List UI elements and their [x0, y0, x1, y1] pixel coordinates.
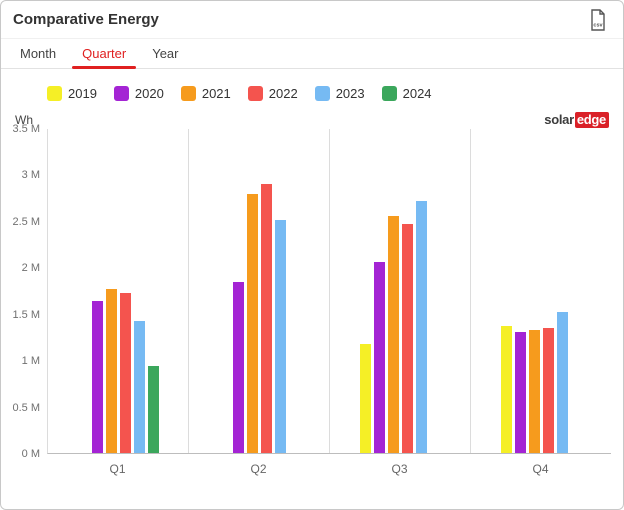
y-tick-label: 1 M — [21, 355, 40, 368]
legend-swatch — [180, 85, 196, 101]
legend-swatch — [314, 85, 330, 101]
legend-label: 2024 — [402, 85, 432, 101]
solaredge-logo: solar edge — [544, 112, 609, 128]
y-tick-label: 3 M — [21, 169, 40, 182]
bar-2022-q2[interactable] — [260, 183, 272, 453]
x-axis-label-q3: Q3 — [391, 462, 408, 476]
bar-2021-q2[interactable] — [246, 193, 258, 453]
page-title: Comparative Energy — [13, 11, 159, 28]
csv-export-icon: csv — [591, 8, 605, 31]
plot-area — [47, 129, 611, 454]
x-axis: Q1 Q2 Q3 Q4 — [47, 462, 611, 476]
legend-label: 2019 — [68, 85, 97, 101]
y-tick-label: 0.5 M — [12, 401, 40, 414]
y-tick-label: 2 M — [21, 262, 40, 275]
legend-label: 2023 — [335, 85, 365, 101]
category-band-q4 — [471, 129, 611, 453]
bar-2021-q3[interactable] — [387, 216, 399, 453]
bar-2020-q4[interactable] — [514, 331, 526, 453]
legend: 2019 2020 2021 2022 2023 2024 — [47, 83, 611, 103]
legend-swatch — [47, 85, 62, 101]
bar-2019-q4[interactable] — [500, 326, 512, 453]
bar-2022-q3[interactable] — [401, 224, 413, 453]
csv-icon-label: csv — [593, 22, 603, 28]
category-band-q1 — [48, 129, 189, 453]
legend-item-2023[interactable]: 2023 — [314, 85, 365, 101]
chart-body: 3.5 M 3 M 2.5 M 2 M 1.5 M 1 M 0.5 M 0 M — [9, 123, 611, 460]
view-tabs: Month Quarter Year — [1, 39, 623, 69]
bar-2021-q1[interactable] — [105, 289, 117, 453]
bar-2020-q3[interactable] — [373, 262, 385, 453]
bar-2019-q3[interactable] — [359, 343, 371, 453]
y-tick-label: 1.5 M — [12, 308, 40, 321]
bar-2023-q2[interactable] — [274, 219, 286, 453]
widget-header: Comparative Energy csv — [1, 1, 623, 39]
legend-item-2024[interactable]: 2024 — [381, 85, 432, 101]
x-axis-row: Q1 Q2 Q3 Q4 — [9, 462, 611, 476]
x-axis-label-q2: Q2 — [250, 462, 267, 476]
bar-2023-q4[interactable] — [556, 312, 568, 453]
y-tick-label: 2.5 M — [12, 215, 40, 228]
tab-year[interactable]: Year — [152, 46, 179, 61]
bar-2022-q1[interactable] — [119, 292, 131, 453]
legend-item-2021[interactable]: 2021 — [180, 85, 231, 101]
x-axis-label-q1: Q1 — [109, 462, 126, 476]
bar-2022-q4[interactable] — [542, 328, 554, 453]
tab-quarter[interactable]: Quarter — [69, 39, 139, 69]
x-axis-label-q4: Q4 — [532, 462, 549, 476]
legend-label: 2021 — [201, 85, 231, 101]
y-axis: 3.5 M 3 M 2.5 M 2 M 1.5 M 1 M 0.5 M 0 M — [9, 123, 47, 460]
bar-2023-q3[interactable] — [415, 201, 427, 453]
bar-2020-q1[interactable] — [91, 301, 103, 453]
legend-swatch — [247, 85, 263, 101]
csv-export-button[interactable]: csv — [585, 7, 611, 33]
category-band-q2 — [189, 129, 330, 453]
legend-item-2020[interactable]: 2020 — [113, 85, 164, 101]
bar-2021-q4[interactable] — [528, 329, 540, 453]
x-axis-spacer — [9, 462, 47, 476]
y-tick-label: 0 M — [21, 448, 40, 460]
legend-item-2019[interactable]: 2019 — [47, 85, 97, 101]
legend-label: 2022 — [268, 85, 298, 101]
legend-item-2022[interactable]: 2022 — [247, 85, 298, 101]
logo-text-solar: solar — [544, 112, 574, 127]
tab-month[interactable]: Month — [20, 46, 57, 61]
bar-2024-q1[interactable] — [147, 365, 159, 453]
chart-header: Wh solar edge — [15, 109, 609, 128]
legend-label: 2020 — [134, 85, 164, 101]
y-tick-label: 3.5 M — [12, 123, 40, 135]
category-band-q3 — [330, 129, 471, 453]
logo-text-edge: edge — [574, 112, 609, 128]
bar-2020-q2[interactable] — [232, 281, 244, 453]
bar-2023-q1[interactable] — [133, 320, 145, 453]
legend-swatch — [381, 85, 397, 101]
y-axis-unit-label: Wh — [15, 113, 33, 127]
legend-swatch — [113, 85, 129, 101]
